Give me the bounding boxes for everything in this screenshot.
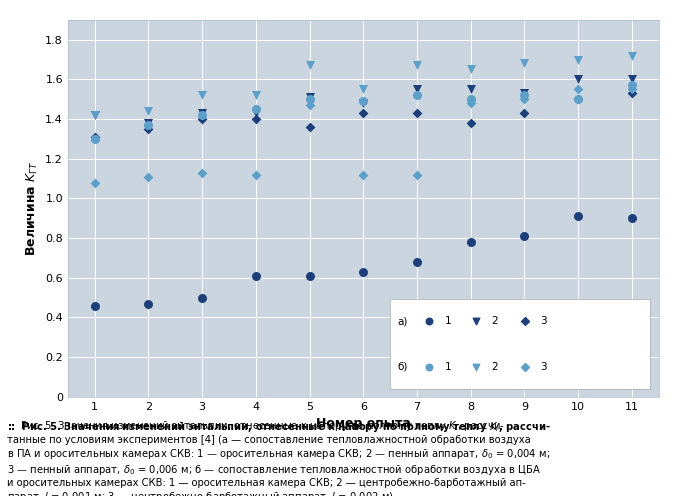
Point bbox=[572, 85, 583, 93]
Point bbox=[197, 111, 208, 119]
Point bbox=[626, 89, 637, 97]
Point bbox=[519, 232, 530, 240]
Y-axis label: Величина $K_{\mathit{\Gamma T}}$: Величина $K_{\mathit{\Gamma T}}$ bbox=[24, 161, 40, 256]
Point bbox=[626, 81, 637, 89]
Point bbox=[251, 91, 261, 99]
Point bbox=[304, 62, 315, 69]
Point bbox=[626, 52, 637, 60]
Point bbox=[304, 272, 315, 280]
Point bbox=[197, 169, 208, 177]
Point bbox=[251, 109, 261, 117]
Point bbox=[465, 238, 476, 246]
Point bbox=[465, 85, 476, 93]
Point bbox=[304, 101, 315, 109]
Point bbox=[465, 119, 476, 127]
Point bbox=[572, 212, 583, 220]
Point bbox=[411, 91, 422, 99]
Point bbox=[626, 85, 637, 93]
Point bbox=[90, 111, 100, 119]
Point bbox=[411, 171, 422, 179]
Point bbox=[358, 171, 369, 179]
Point bbox=[143, 300, 154, 308]
Point bbox=[358, 268, 369, 276]
Text: ::  Рис. 5. Значения изменений энтальпии, отнесенные к напору по полному теплу $: :: Рис. 5. Значения изменений энтальпии,… bbox=[7, 419, 551, 434]
Point bbox=[626, 214, 637, 222]
Point bbox=[411, 85, 422, 93]
Point bbox=[358, 85, 369, 93]
Point bbox=[90, 135, 100, 143]
Point bbox=[251, 105, 261, 113]
Point bbox=[251, 272, 261, 280]
Point bbox=[572, 56, 583, 63]
Point bbox=[197, 109, 208, 117]
Point bbox=[358, 97, 369, 105]
Point bbox=[358, 99, 369, 107]
Point bbox=[304, 123, 315, 131]
Point bbox=[465, 65, 476, 73]
Point bbox=[197, 115, 208, 123]
Point bbox=[251, 115, 261, 123]
Point bbox=[143, 107, 154, 115]
Point bbox=[197, 294, 208, 302]
Point bbox=[251, 171, 261, 179]
Point bbox=[143, 173, 154, 181]
Point bbox=[358, 109, 369, 117]
Point bbox=[143, 125, 154, 133]
Point bbox=[519, 60, 530, 67]
Point bbox=[411, 62, 422, 69]
Point bbox=[90, 302, 100, 310]
X-axis label: Номер опыта: Номер опыта bbox=[316, 417, 411, 430]
Point bbox=[519, 89, 530, 97]
Point bbox=[411, 109, 422, 117]
Point bbox=[90, 111, 100, 119]
Point bbox=[519, 95, 530, 103]
Point bbox=[465, 95, 476, 103]
Point bbox=[90, 133, 100, 141]
Point bbox=[572, 95, 583, 103]
Point bbox=[519, 91, 530, 99]
Point bbox=[143, 121, 154, 129]
Point bbox=[304, 93, 315, 101]
Point bbox=[411, 258, 422, 266]
Point bbox=[626, 75, 637, 83]
Point bbox=[197, 91, 208, 99]
Point bbox=[143, 119, 154, 127]
Point bbox=[304, 95, 315, 103]
Text: ::  Рис. 5. Значения изменений энтальпии, отнесенные к напору по полному теплу $: :: Рис. 5. Значения изменений энтальпии,… bbox=[7, 419, 550, 496]
Point bbox=[572, 75, 583, 83]
Point bbox=[90, 179, 100, 186]
Point bbox=[572, 95, 583, 103]
Point bbox=[465, 99, 476, 107]
Point bbox=[519, 109, 530, 117]
